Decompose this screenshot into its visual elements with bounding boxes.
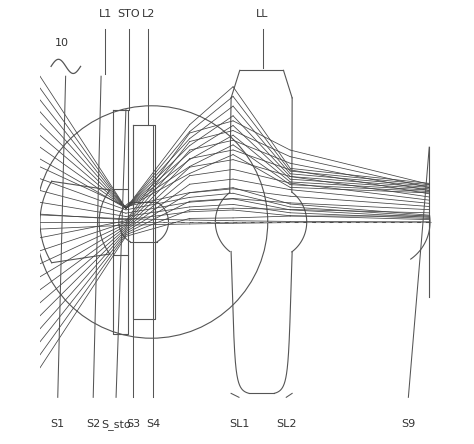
Text: LL: LL (256, 9, 269, 19)
Text: S9: S9 (401, 419, 416, 429)
Text: 10: 10 (55, 38, 69, 48)
Text: S_sto: S_sto (101, 419, 131, 430)
Text: SL1: SL1 (229, 419, 249, 429)
Text: S1: S1 (51, 419, 65, 429)
Text: S4: S4 (146, 419, 160, 429)
Text: S3: S3 (127, 419, 140, 429)
Text: S2: S2 (86, 419, 100, 429)
Text: SL2: SL2 (276, 419, 297, 429)
Text: L1: L1 (99, 9, 112, 19)
Text: L2: L2 (142, 9, 155, 19)
Text: STO: STO (118, 9, 140, 19)
